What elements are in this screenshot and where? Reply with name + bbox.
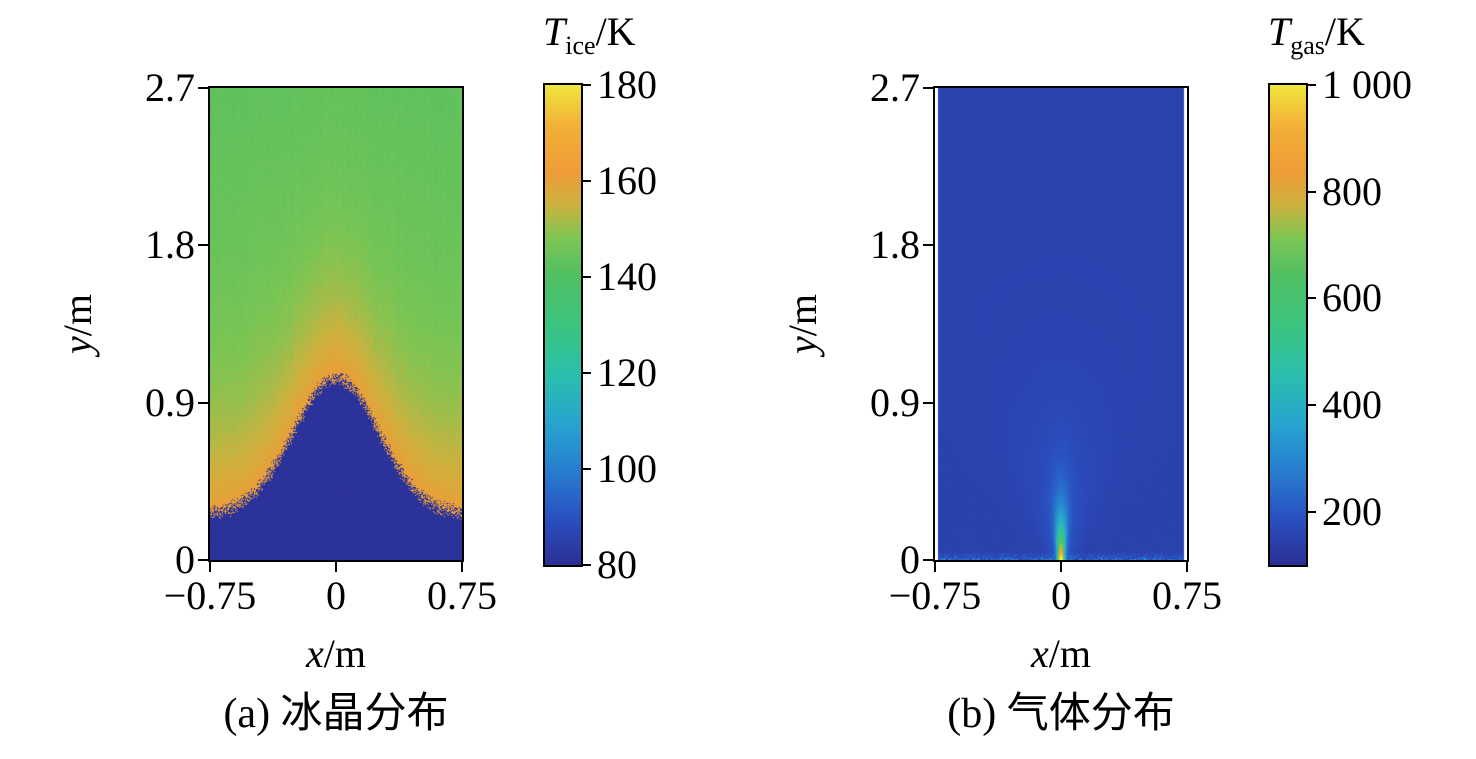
panel-b-ytick-label-2.7: 2.7 bbox=[870, 65, 920, 110]
panel-a-cbtick-100 bbox=[583, 468, 591, 470]
panel-b-cb-unit: /K bbox=[1324, 9, 1365, 54]
panel-a-x-axis-label: x/m bbox=[246, 632, 426, 676]
panel-a-xtick-075 bbox=[461, 562, 463, 572]
gas-heatmap-canvas bbox=[935, 88, 1187, 560]
panel-b-xtick-label-075: 0.75 bbox=[1152, 573, 1222, 618]
panel-a-cbtick-180 bbox=[583, 84, 591, 86]
panel-b-cbtick-400 bbox=[1308, 404, 1316, 406]
panel-b-cblabel-1000: 1 000 bbox=[1322, 62, 1412, 107]
panel-b-y-axis-label: y/m bbox=[780, 264, 825, 384]
panel-a-cbtick-80 bbox=[583, 564, 591, 566]
panel-a-colorbar-title: Tice/K bbox=[543, 10, 636, 68]
panel-b-cblabel-600: 600 bbox=[1322, 275, 1382, 320]
ice-colorbar-canvas bbox=[545, 85, 581, 565]
panel-b-cb-var: T bbox=[1268, 9, 1291, 54]
panel-a-ytick-0 bbox=[198, 559, 208, 561]
panel-b-cbtick-800 bbox=[1308, 191, 1316, 193]
panel-b-ytick-2.7 bbox=[923, 87, 933, 89]
panel-a-y-axis-label: y/m bbox=[55, 264, 100, 384]
panel-a-cbtick-160 bbox=[583, 180, 591, 182]
panel-a-xtick-0 bbox=[335, 562, 337, 572]
panel-a-ytick-label-0.9: 0.9 bbox=[145, 380, 195, 425]
panel-a-cblabel-180: 180 bbox=[597, 62, 657, 107]
panel-b-x-axis-label: x/m bbox=[971, 632, 1151, 676]
panel-a-cblabel-100: 100 bbox=[597, 446, 657, 491]
panel-b-xtick-label-0: 0 bbox=[1051, 573, 1071, 618]
panel-b-ytick-0 bbox=[923, 559, 933, 561]
panel-a-cblabel-140: 140 bbox=[597, 254, 657, 299]
panel-b-ytick-label-0.9: 0.9 bbox=[870, 380, 920, 425]
panel-a-ytick-2.7 bbox=[198, 87, 208, 89]
panel-b-plot-area bbox=[933, 86, 1189, 562]
panel-a-plot-area bbox=[208, 86, 464, 562]
panel-b-cbtick-600 bbox=[1308, 297, 1316, 299]
panel-a-xtick-neg075 bbox=[209, 562, 211, 572]
panel-a-ytick-label-0: 0 bbox=[175, 537, 195, 582]
panel-b-xtick-label-neg075: −0.75 bbox=[888, 573, 982, 618]
panel-a-cb-unit: /K bbox=[595, 9, 636, 54]
panel-a-ytick-label-2.7: 2.7 bbox=[145, 65, 195, 110]
panel-a-xtick-label-0: 0 bbox=[326, 573, 346, 618]
panel-b-xtick-neg075 bbox=[934, 562, 936, 572]
panel-b-xtick-0 bbox=[1060, 562, 1062, 572]
panel-b-ytick-1.8 bbox=[923, 244, 933, 246]
panel-a-ytick-1.8 bbox=[198, 244, 208, 246]
panel-b-y-unit: /m bbox=[780, 294, 825, 337]
panel-b-x-unit: /m bbox=[1048, 631, 1091, 676]
panel-a-cbtick-140 bbox=[583, 276, 591, 278]
panel-b-caption: (b) 气体分布 bbox=[947, 691, 1175, 737]
panel-b-cbtick-1000 bbox=[1308, 84, 1316, 86]
ice-heatmap-canvas bbox=[210, 88, 462, 560]
panel-a-cb-sub: ice bbox=[565, 31, 596, 60]
panel-a-cblabel-160: 160 bbox=[597, 158, 657, 203]
panel-b-cbtick-200 bbox=[1308, 511, 1316, 513]
panel-a-x-var: x bbox=[306, 631, 324, 676]
panel-b-xtick-075 bbox=[1186, 562, 1188, 572]
panel-a-cbtick-120 bbox=[583, 372, 591, 374]
panel-a-colorbar bbox=[543, 83, 583, 567]
panel-a-cblabel-80: 80 bbox=[597, 542, 637, 587]
panel-b-x-var: x bbox=[1031, 631, 1049, 676]
panel-a-ytick-0.9 bbox=[198, 402, 208, 404]
panel-a-x-unit: /m bbox=[323, 631, 366, 676]
panel-b-colorbar-title: Tgas/K bbox=[1268, 10, 1365, 68]
panel-a-cblabel-120: 120 bbox=[597, 350, 657, 395]
panel-a-caption: (a) 冰晶分布 bbox=[223, 691, 449, 737]
panel-a-xtick-label-075: 0.75 bbox=[427, 573, 497, 618]
panel-b-cblabel-200: 200 bbox=[1322, 489, 1382, 534]
panel-b-ytick-label-1.8: 1.8 bbox=[870, 222, 920, 267]
panel-a-y-unit: /m bbox=[55, 294, 100, 337]
panel-a-xtick-label-neg075: −0.75 bbox=[163, 573, 257, 618]
panel-b-ytick-label-0: 0 bbox=[900, 537, 920, 582]
panel-a-cb-var: T bbox=[543, 9, 566, 54]
panel-b-cb-sub: gas bbox=[1290, 31, 1325, 60]
panel-a-ytick-label-1.8: 1.8 bbox=[145, 222, 195, 267]
panel-b-cblabel-800: 800 bbox=[1322, 169, 1382, 214]
panel-a-y-var: y bbox=[55, 336, 100, 354]
panel-b-cblabel-400: 400 bbox=[1322, 382, 1382, 427]
panel-b-ytick-0.9 bbox=[923, 402, 933, 404]
panel-b-colorbar bbox=[1268, 83, 1308, 567]
panel-b-y-var: y bbox=[780, 336, 825, 354]
gas-colorbar-canvas bbox=[1270, 85, 1306, 565]
